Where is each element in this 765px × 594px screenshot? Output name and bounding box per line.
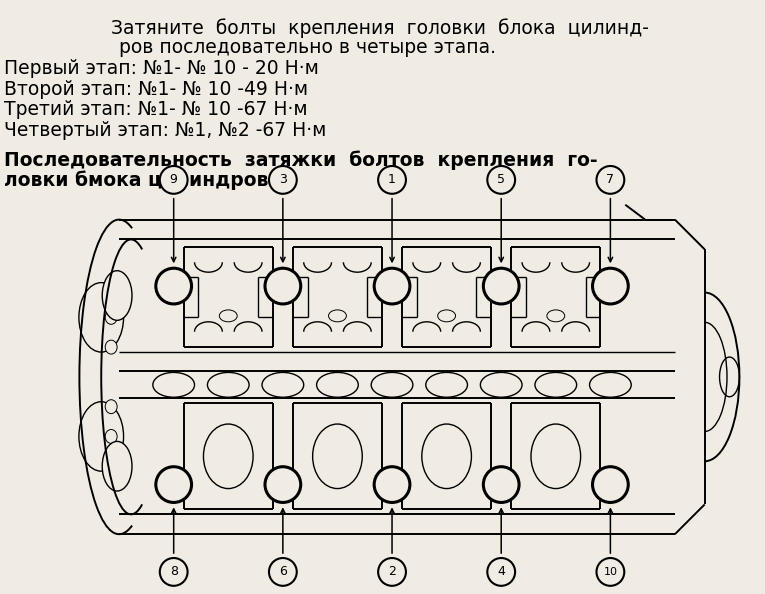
Circle shape [269, 558, 297, 586]
Circle shape [593, 268, 628, 304]
Ellipse shape [153, 372, 194, 397]
Circle shape [156, 467, 191, 503]
Text: Второй этап: №1- № 10 -49 Н·м: Второй этап: №1- № 10 -49 Н·м [4, 80, 308, 99]
Circle shape [374, 268, 410, 304]
Text: Последовательность  затяжки  болтов  крепления  го-: Последовательность затяжки болтов крепле… [4, 150, 597, 170]
Ellipse shape [262, 372, 304, 397]
Ellipse shape [547, 310, 565, 322]
Circle shape [597, 558, 624, 586]
Circle shape [483, 268, 519, 304]
Circle shape [483, 467, 519, 503]
Ellipse shape [720, 357, 740, 397]
Ellipse shape [106, 459, 117, 473]
Ellipse shape [371, 372, 413, 397]
Text: Четвертый этап: №1, №2 -67 Н·м: Четвертый этап: №1, №2 -67 Н·м [4, 121, 327, 140]
Circle shape [374, 467, 410, 503]
Circle shape [487, 558, 515, 586]
Ellipse shape [79, 402, 124, 471]
Ellipse shape [220, 310, 237, 322]
Text: 10: 10 [604, 567, 617, 577]
Text: ловки бмока цилиндров: ловки бмока цилиндров [4, 170, 269, 189]
Ellipse shape [590, 372, 631, 397]
Ellipse shape [535, 372, 577, 397]
Ellipse shape [106, 400, 117, 413]
Ellipse shape [438, 310, 455, 322]
Circle shape [378, 166, 406, 194]
Circle shape [269, 166, 297, 194]
Text: Затяните  болты  крепления  головки  блока  цилинд-: Затяните болты крепления головки блока ц… [111, 18, 649, 38]
Circle shape [597, 166, 624, 194]
Circle shape [160, 166, 187, 194]
Circle shape [378, 558, 406, 586]
Circle shape [265, 268, 301, 304]
Circle shape [156, 268, 191, 304]
Ellipse shape [203, 424, 253, 488]
Text: 9: 9 [170, 173, 177, 187]
Text: Первый этап: №1- № 10 - 20 Н·м: Первый этап: №1- № 10 - 20 Н·м [4, 59, 319, 78]
Text: 6: 6 [279, 565, 287, 579]
Circle shape [487, 166, 515, 194]
Text: 2: 2 [388, 565, 396, 579]
Text: Третий этап: №1- № 10 -67 Н·м: Третий этап: №1- № 10 -67 Н·м [4, 100, 308, 119]
Ellipse shape [106, 340, 117, 354]
Ellipse shape [79, 283, 124, 352]
Text: 5: 5 [497, 173, 505, 187]
Ellipse shape [313, 424, 363, 488]
Circle shape [160, 558, 187, 586]
Text: 7: 7 [607, 173, 614, 187]
Ellipse shape [328, 310, 347, 322]
Ellipse shape [106, 429, 117, 443]
Circle shape [265, 467, 301, 503]
Circle shape [593, 467, 628, 503]
Ellipse shape [103, 441, 132, 491]
Text: 4: 4 [497, 565, 505, 579]
Ellipse shape [106, 311, 117, 324]
Ellipse shape [106, 280, 117, 295]
Ellipse shape [480, 372, 522, 397]
Text: 8: 8 [170, 565, 177, 579]
Ellipse shape [531, 424, 581, 488]
Ellipse shape [422, 424, 471, 488]
Text: 3: 3 [279, 173, 287, 187]
Text: 1: 1 [388, 173, 396, 187]
Ellipse shape [317, 372, 358, 397]
Ellipse shape [207, 372, 249, 397]
Ellipse shape [426, 372, 467, 397]
Ellipse shape [103, 271, 132, 320]
Text: ров последовательно в четыре этапа.: ров последовательно в четыре этапа. [119, 38, 496, 57]
